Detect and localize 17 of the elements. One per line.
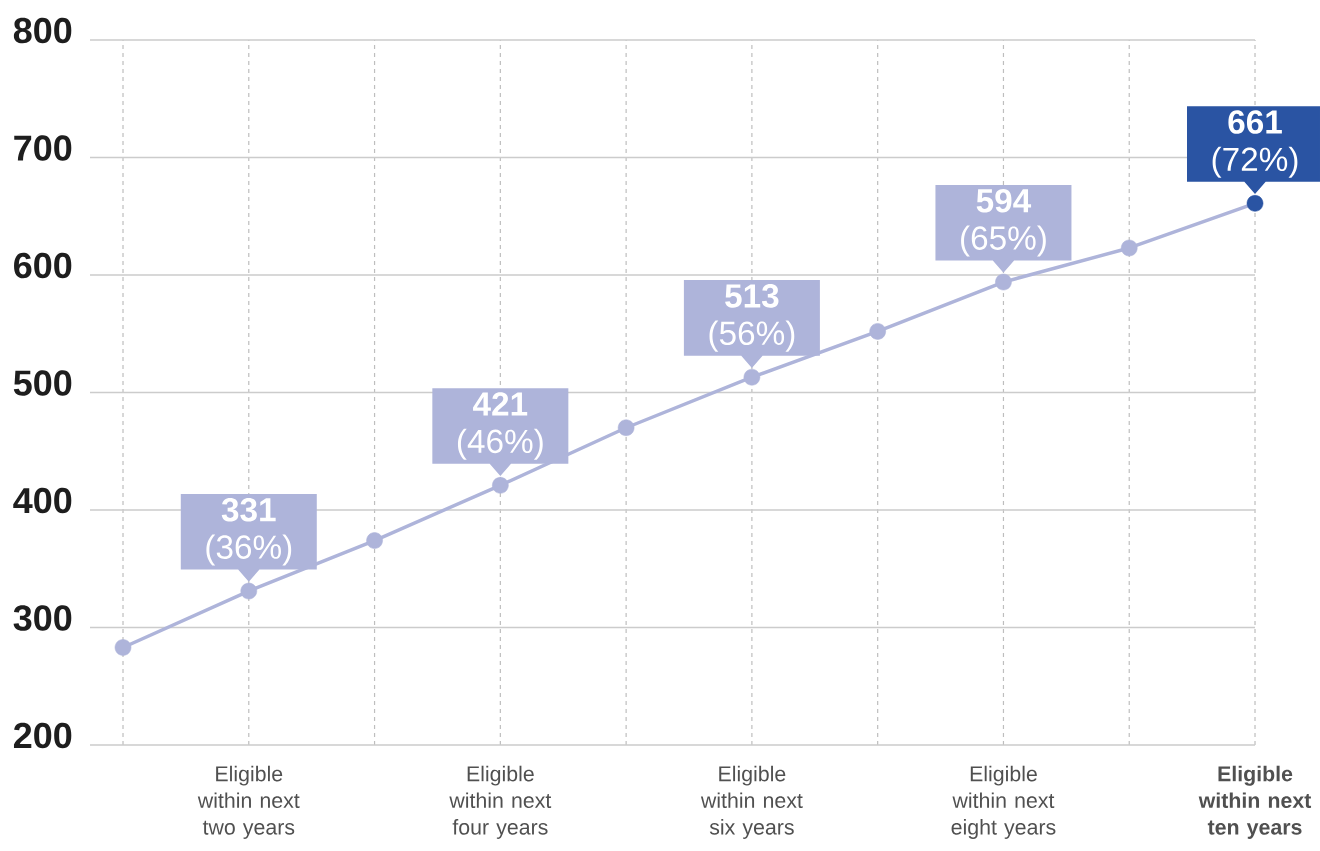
y-tick-label: 500 <box>13 370 72 396</box>
data-label: 594 (65%) <box>961 188 1046 257</box>
y-tick-label: 800 <box>13 17 72 44</box>
x-tick-label: Eligible within next ten years <box>1198 765 1312 839</box>
x-tick-label: Eligible within next two years <box>197 765 300 839</box>
data-label: 513 (56%) <box>709 284 795 352</box>
x-tick-label: Eligible within next four years <box>449 765 552 839</box>
y-tick-label: 700 <box>14 135 72 161</box>
y-tick-label: 600 <box>14 252 72 279</box>
y-tick-label: 400 <box>13 487 72 514</box>
data-label: 331 (36%) <box>206 497 292 566</box>
y-tick-label: 200 <box>13 722 72 749</box>
data-label: 661 (72%) <box>1212 110 1298 178</box>
x-tick-label: Eligible within next six years <box>700 765 803 839</box>
y-tick-label: 300 <box>13 605 72 631</box>
data-label: 421 (46%) <box>457 392 543 460</box>
x-tick-label: Eligible within next eight years <box>951 765 1056 839</box>
